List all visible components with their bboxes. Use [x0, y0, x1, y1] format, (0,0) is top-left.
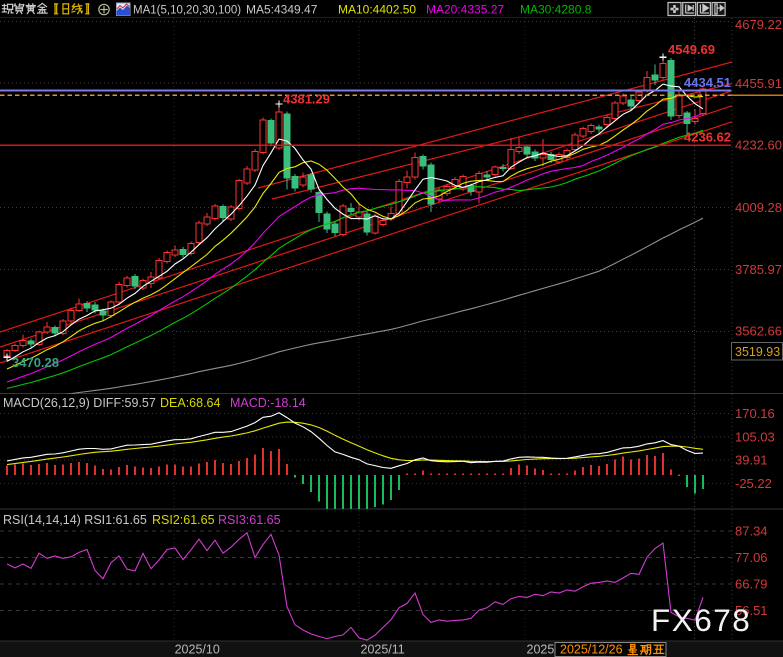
svg-text:4232.60: 4232.60	[735, 138, 782, 153]
svg-text:MA1(5,10,20,30,100): MA1(5,10,20,30,100)	[133, 5, 241, 17]
svg-text:4455.91: 4455.91	[735, 76, 782, 91]
svg-text:RSI3:61.65: RSI3:61.65	[218, 513, 281, 527]
svg-text:MA30:4280.8: MA30:4280.8	[520, 3, 592, 17]
svg-text:87.34: 87.34	[735, 523, 768, 538]
svg-text:3785.97: 3785.97	[735, 262, 782, 277]
svg-text:3470.28: 3470.28	[12, 355, 59, 370]
svg-text:170.16: 170.16	[735, 406, 775, 421]
svg-text:MA10:4402.50: MA10:4402.50	[338, 3, 416, 17]
svg-text:MACD:-18.14: MACD:-18.14	[230, 396, 306, 410]
svg-text:MA5:4349.47: MA5:4349.47	[246, 3, 318, 17]
svg-text:66.79: 66.79	[735, 577, 768, 592]
svg-text:3519.93: 3519.93	[735, 345, 780, 359]
svg-text:4381.29: 4381.29	[283, 92, 330, 107]
svg-text:3562.66: 3562.66	[735, 324, 782, 339]
svg-text:105.03: 105.03	[735, 429, 775, 444]
svg-text:4679.22: 4679.22	[735, 17, 782, 32]
svg-text:MA20:4335.27: MA20:4335.27	[426, 3, 504, 17]
svg-text:2025/11: 2025/11	[361, 643, 405, 657]
svg-text:4009.28: 4009.28	[735, 200, 782, 215]
svg-text:2025/12/26: 2025/12/26	[560, 643, 623, 657]
svg-text:4236.62: 4236.62	[684, 130, 731, 145]
svg-text:39.91: 39.91	[735, 453, 768, 468]
svg-text:RSI2:61.65: RSI2:61.65	[152, 513, 215, 527]
svg-text:RSI(14,14,14) RSI1:61.65: RSI(14,14,14) RSI1:61.65	[3, 513, 147, 527]
svg-text:DEA:68.64: DEA:68.64	[160, 396, 221, 410]
svg-text:4434.51: 4434.51	[684, 75, 731, 90]
svg-text:FX678: FX678	[651, 602, 751, 638]
svg-text:2025/10: 2025/10	[175, 643, 220, 657]
svg-text:4549.69: 4549.69	[668, 42, 715, 57]
svg-text:MACD(26,12,9) DIFF:59.57: MACD(26,12,9) DIFF:59.57	[3, 396, 156, 410]
svg-text:56.51: 56.51	[735, 603, 768, 618]
svg-text:77.06: 77.06	[735, 550, 768, 565]
svg-text:-25.22: -25.22	[735, 476, 772, 491]
